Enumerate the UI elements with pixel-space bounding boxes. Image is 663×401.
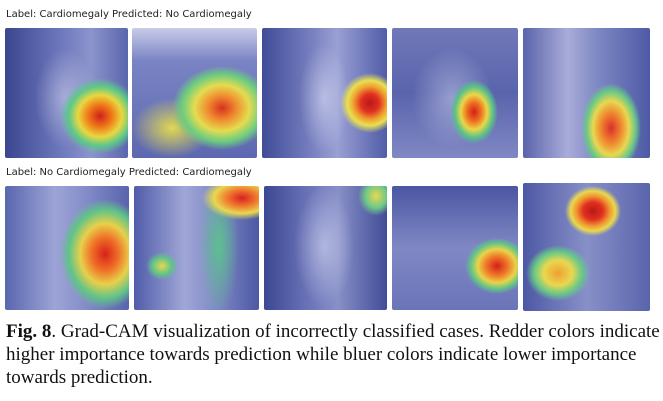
gradcam-image xyxy=(523,28,650,158)
row-label: Label: No Cardiomegaly Predicted: Cardio… xyxy=(6,167,252,178)
gradcam-image xyxy=(523,183,650,311)
figure-label: Fig. 8 xyxy=(6,321,52,342)
gradcam-image xyxy=(132,28,257,158)
figure-caption: Fig. 8. Grad-CAM visualization of incorr… xyxy=(6,320,661,389)
gradcam-image xyxy=(5,28,128,158)
caption-text: . Grad-CAM visualization of incorrectly … xyxy=(6,321,660,388)
gradcam-image xyxy=(134,186,259,310)
gradcam-image xyxy=(5,186,129,310)
row-label: Label: Cardiomegaly Predicted: No Cardio… xyxy=(6,9,252,20)
gradcam-image xyxy=(264,186,387,310)
gradcam-image xyxy=(392,28,518,158)
gradcam-image xyxy=(262,28,387,158)
gradcam-image xyxy=(392,186,518,310)
